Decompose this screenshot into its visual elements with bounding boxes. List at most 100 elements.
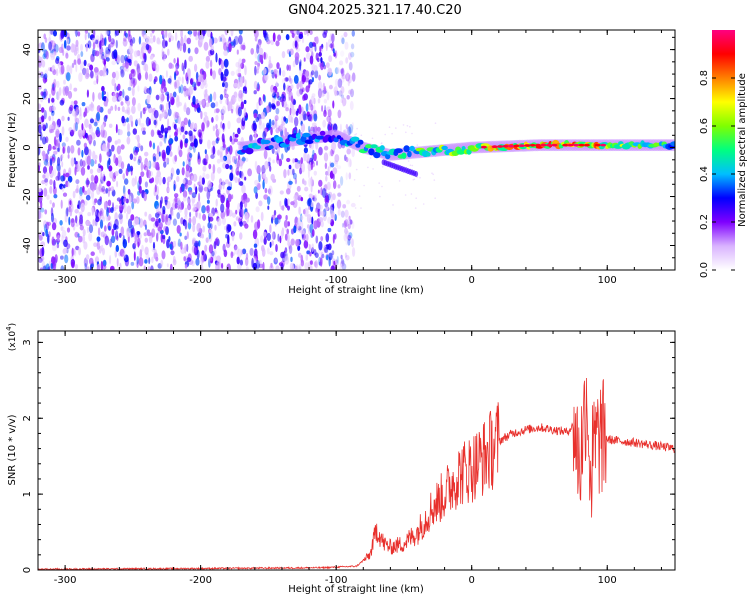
noise-blob: [219, 98, 223, 105]
noise-blob: [200, 82, 205, 90]
noise-blob: [106, 160, 110, 170]
noise-blob: [137, 137, 140, 147]
noise-blob: [284, 255, 290, 265]
noise-blob: [135, 118, 140, 125]
noise-blob: [255, 192, 258, 200]
noise-blob: [107, 136, 112, 143]
noise-blob: [271, 122, 276, 130]
noise-blob: [176, 40, 181, 51]
noise-blob: [162, 209, 166, 215]
noise-blob: [90, 70, 94, 79]
noise-blob: [227, 224, 232, 233]
noise-blob: [167, 108, 172, 117]
noise-blob: [310, 161, 314, 171]
noise-blob: [62, 146, 65, 154]
noise-blob: [321, 105, 324, 112]
noise-blob: [303, 151, 307, 162]
noise-blob: [133, 50, 139, 58]
noise-blob: [120, 65, 125, 76]
noise-speck: [395, 127, 397, 129]
noise-blob: [340, 176, 344, 186]
noise-blob: [85, 42, 89, 52]
noise-blob: [41, 136, 47, 145]
noise-blob: [239, 220, 243, 227]
noise-blob: [221, 133, 225, 143]
noise-blob: [209, 59, 213, 68]
noise-blob: [40, 107, 45, 113]
noise-blob: [148, 235, 153, 244]
noise-blob: [110, 265, 115, 270]
noise-blob: [53, 30, 57, 37]
noise-blob: [146, 103, 151, 109]
noise-blob: [272, 32, 276, 42]
noise-blob: [309, 260, 313, 265]
noise-blob: [188, 70, 191, 81]
noise-blob: [54, 139, 59, 147]
noise-blob: [215, 128, 220, 138]
noise-blob: [220, 34, 225, 42]
noise-blob: [192, 223, 196, 233]
signal-peak: [491, 145, 498, 149]
noise-blob: [321, 46, 324, 53]
noise-blob: [144, 211, 148, 217]
noise-blob: [143, 164, 146, 170]
noise-blob: [294, 52, 300, 61]
noise-blob: [187, 47, 191, 54]
signal-peak: [529, 143, 536, 147]
noise-blob: [115, 92, 119, 99]
x-tick-label: 100: [598, 275, 617, 286]
noise-blob: [193, 203, 198, 211]
noise-blob: [40, 73, 45, 78]
noise-blob: [314, 194, 317, 203]
noise-blob: [345, 216, 348, 223]
noise-blob: [285, 103, 289, 110]
noise-blob: [43, 223, 48, 233]
noise-blob: [92, 41, 96, 50]
noise-blob: [177, 40, 181, 49]
noise-blob: [326, 115, 331, 123]
noise-blob: [311, 51, 314, 59]
noise-blob: [169, 263, 173, 270]
noise-blob: [161, 39, 167, 49]
signal-peak: [578, 143, 585, 147]
noise-blob: [119, 262, 122, 270]
noise-blob: [120, 226, 125, 236]
noise-blob: [126, 100, 131, 107]
noise-blob: [231, 212, 236, 218]
noise-blob: [90, 263, 94, 269]
noise-blob: [239, 201, 243, 210]
noise-blob: [327, 67, 333, 77]
noise-blob: [92, 91, 95, 102]
noise-blob: [72, 223, 76, 231]
noise-blob: [97, 92, 102, 100]
noise-blob: [191, 244, 197, 254]
noise-blob: [38, 257, 43, 263]
noise-blob: [41, 42, 45, 52]
noise-blob: [241, 208, 244, 218]
noise-blob: [95, 185, 98, 190]
noise-blob: [313, 261, 317, 267]
noise-blob: [262, 122, 266, 132]
noise-blob: [190, 142, 195, 147]
noise-blob: [155, 175, 159, 185]
noise-blob: [123, 203, 127, 214]
noise-blob: [136, 63, 141, 73]
noise-blob: [316, 202, 321, 212]
noise-blob: [61, 234, 64, 245]
noise-blob: [292, 172, 297, 180]
noise-blob: [79, 224, 84, 231]
noise-blob: [80, 43, 83, 52]
noise-blob: [280, 229, 284, 240]
noise-blob: [334, 233, 337, 240]
noise-blob: [139, 249, 143, 259]
noise-blob: [149, 89, 152, 94]
noise-blob: [256, 44, 260, 54]
noise-blob: [206, 199, 210, 204]
noise-blob: [330, 148, 334, 157]
noise-blob: [236, 256, 240, 265]
noise-blob: [258, 173, 261, 183]
noise-blob: [137, 102, 141, 112]
noise-blob: [122, 197, 127, 204]
noise-blob: [112, 157, 116, 162]
noise-blob: [121, 90, 126, 98]
